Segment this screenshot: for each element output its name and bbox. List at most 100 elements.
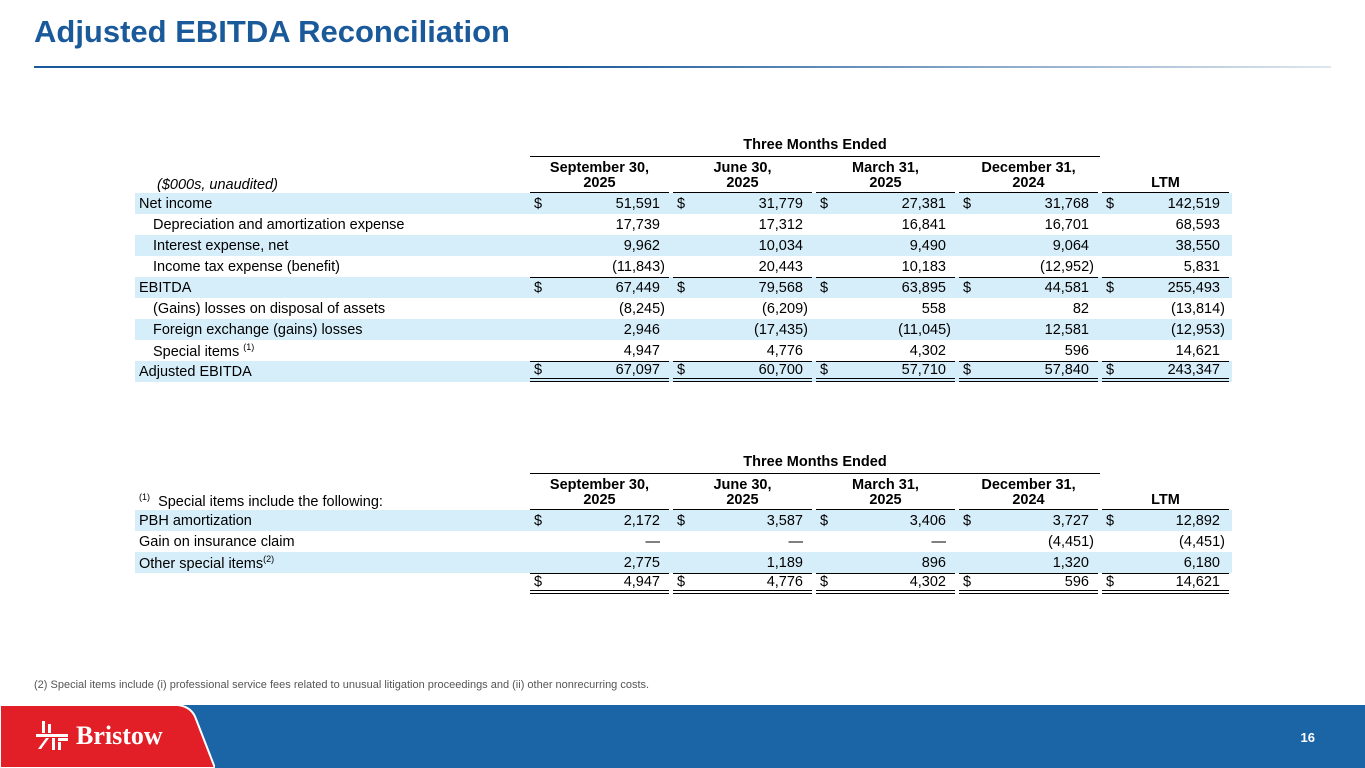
value-cell: 14,621 [1102,340,1229,361]
value-cell: 17,312 [673,214,812,235]
cell-value: (12,953) [1170,322,1225,338]
cell-value: (6,209) [762,301,808,317]
currency-symbol: $ [963,196,972,212]
column-header-line1: March 31, [852,160,919,176]
cell-value: (12,952) [1039,259,1094,275]
column-header-line1: September 30, [549,160,650,176]
value-cell: 68,593 [1102,214,1229,235]
value-cell: 1,189 [673,552,812,573]
cell-value: 27,381 [901,196,946,212]
cell-value: 2,946 [623,322,660,338]
value-cell: 9,962 [530,235,669,256]
value-cell: $31,768 [959,193,1098,214]
row-label: Income tax expense (benefit) [153,258,340,275]
cell-value: 16,841 [901,217,946,233]
table-row: Adjusted EBITDA $67,097 $60,700 $57,710 $57,… [135,361,1232,382]
cell-value: 31,768 [1044,196,1089,212]
row-label: Special items [153,343,240,360]
currency-symbol: $ [534,574,543,590]
value-cell: $596 [959,573,1098,594]
value-cell: 9,490 [816,235,955,256]
row-label: Adjusted EBITDA [139,363,252,380]
cell-value: 67,449 [615,280,660,296]
value-cell: (8,245) [530,298,669,319]
cell-value: 4,302 [909,574,946,590]
value-cell: $2,172 [530,510,669,531]
footnote: (2) Special items include (i) profession… [34,679,650,691]
value-cell: 896 [816,552,955,573]
footer-bar [0,705,1365,768]
cell-value: 4,776 [766,343,803,359]
cell-value: (8,245) [619,301,665,317]
column-header-line2: 2024 [1012,492,1045,508]
value-cell: 2,946 [530,319,669,340]
column-header-line2: 2024 [1012,175,1045,191]
value-cell: 82 [959,298,1098,319]
row-label: Other special items [139,555,264,572]
value-cell: $27,381 [816,193,955,214]
value-cell: 16,701 [959,214,1098,235]
value-cell: (13,814) [1102,298,1229,319]
currency-symbol: $ [677,280,686,296]
currency-symbol: $ [820,513,829,529]
cell-value: (11,045) [898,322,951,338]
currency-symbol: $ [1106,362,1115,378]
value-cell: — [673,531,812,552]
value-cell: $142,519 [1102,193,1229,214]
value-cell: 6,180 [1102,552,1229,573]
value-cell: $44,581 [959,277,1098,298]
column-header: December 31, 2024 [959,161,1098,193]
value-cell: 2,775 [530,552,669,573]
cell-value: 596 [1064,343,1089,359]
cell-value: (17,435) [753,322,808,338]
footnote-marker: (1) [243,341,255,352]
row-label: Depreciation and amortization expense [153,216,405,233]
cell-value: 4,302 [909,343,946,359]
value-cell: $255,493 [1102,277,1229,298]
currency-symbol: $ [534,280,543,296]
value-cell: $79,568 [673,277,812,298]
cell-value: 14,621 [1175,343,1220,359]
row-label: Net income [139,195,213,212]
value-cell: 10,034 [673,235,812,256]
cell-value: 14,621 [1175,574,1220,590]
cell-value: 44,581 [1044,280,1089,296]
row-label: (Gains) losses on disposal of assets [153,300,386,317]
currency-symbol: $ [820,196,829,212]
currency-symbol: $ [1106,280,1115,296]
cell-value: — [645,534,661,550]
column-header-line1: June 30, [713,477,772,493]
currency-symbol: $ [677,574,686,590]
cell-value: 63,895 [901,280,946,296]
cell-value: 142,519 [1167,196,1220,212]
cell-value: 3,727 [1052,513,1089,529]
value-cell: (6,209) [673,298,812,319]
group-header: Three Months Ended [530,454,1100,474]
column-header: June 30, 2025 [673,478,812,510]
value-cell: 12,581 [959,319,1098,340]
unit-label-text: ($000s, unaudited) [157,177,278,193]
unit-label: ($000s, unaudited) [135,177,530,193]
value-cell: 4,776 [673,340,812,361]
column-header-line1: June 30, [713,160,772,176]
value-cell: (12,953) [1102,319,1229,340]
cell-value: 10,183 [901,259,946,275]
column-header-line2: 2025 [583,492,616,508]
value-cell: $60,700 [673,361,812,382]
unit-label-text: Special items include the following: [158,494,383,510]
cell-value: 9,490 [909,238,946,254]
currency-symbol: $ [1106,574,1115,590]
value-cell: $67,449 [530,277,669,298]
footer-red-shape [0,705,215,768]
value-cell: 4,947 [530,340,669,361]
row-label: EBITDA [139,279,192,296]
cell-value: 243,347 [1167,362,1220,378]
column-header: June 30, 2025 [673,161,812,193]
value-cell: (4,451) [959,531,1098,552]
value-cell: $14,621 [1102,573,1229,594]
value-cell: — [816,531,955,552]
table-row: PBH amortization $2,172 $3,587 $3,406 $3,727… [135,510,1232,531]
value-cell: $4,947 [530,573,669,594]
cell-value: 17,739 [615,217,660,233]
column-header-line1: December 31, [981,477,1076,493]
